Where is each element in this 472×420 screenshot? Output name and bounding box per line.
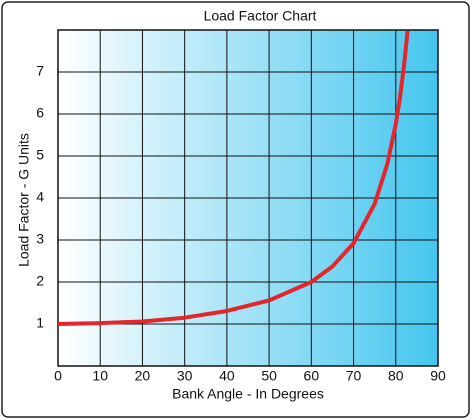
x-tick-label: 20 — [135, 368, 151, 384]
x-tick-label: 80 — [388, 368, 404, 384]
y-tick-label: 5 — [36, 147, 44, 163]
y-tick-label: 4 — [36, 189, 44, 205]
y-tick-label: 6 — [36, 105, 44, 121]
y-axis-label: Load Factor - G Units — [16, 133, 32, 267]
x-tick-label: 90 — [430, 368, 446, 384]
y-tick-label: 1 — [36, 315, 44, 331]
y-tick-label: 7 — [36, 63, 44, 79]
x-tick-label: 70 — [346, 368, 362, 384]
chart-title: Load Factor Chart — [204, 8, 317, 24]
x-tick-label: 10 — [92, 368, 108, 384]
y-tick-label: 2 — [36, 273, 44, 289]
x-axis-label: Bank Angle - In Degrees — [172, 386, 324, 402]
y-tick-label: 3 — [36, 231, 44, 247]
x-tick-label: 50 — [261, 368, 277, 384]
x-tick-label: 0 — [54, 368, 62, 384]
plot-border — [57, 29, 439, 367]
x-tick-label: 40 — [219, 368, 235, 384]
x-tick-label: 30 — [177, 368, 193, 384]
data-line — [57, 30, 410, 326]
x-tick-label: 60 — [304, 368, 320, 384]
